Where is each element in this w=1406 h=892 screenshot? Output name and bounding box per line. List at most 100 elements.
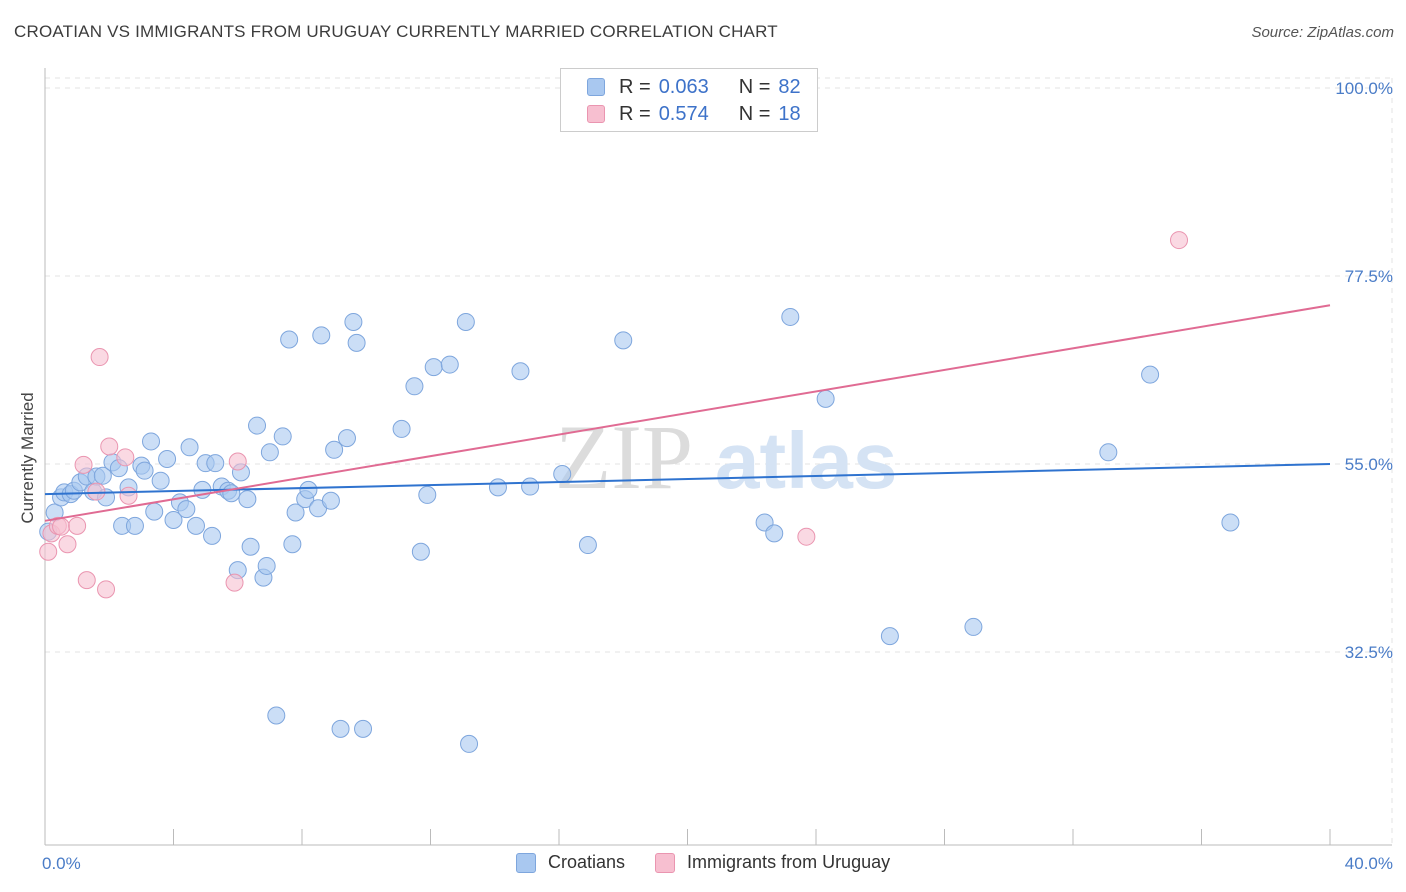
legend-item-croatians[interactable]: Croatians: [516, 852, 625, 873]
legend-r-label: R =: [619, 102, 651, 125]
uruguay-point: [39, 542, 58, 561]
x-tick-label: 0.0%: [42, 854, 81, 873]
uruguay-point: [116, 448, 135, 467]
croatians-point: [280, 330, 299, 349]
y-tick-label: 55.0%: [1345, 455, 1393, 474]
croatians-point: [488, 478, 507, 497]
legend-row-uruguay: R = 0.574 N = 18: [587, 102, 801, 126]
croatians-point: [1141, 365, 1160, 384]
croatians-trend-line: [44, 463, 1331, 496]
uruguay-point: [68, 516, 87, 535]
croatians-point: [93, 466, 112, 485]
chart-title: CROATIAN VS IMMIGRANTS FROM URUGUAY CURR…: [14, 22, 778, 41]
croatians-point: [203, 526, 222, 545]
uruguay-point: [1170, 231, 1189, 250]
uruguay-point: [225, 573, 244, 592]
croatians-point: [614, 331, 633, 350]
croatians-point: [142, 432, 161, 451]
croatians-point: [511, 362, 530, 381]
source-label: Source: ZipAtlas.com: [1251, 24, 1394, 41]
croatians-point: [241, 537, 260, 556]
watermark: ZIP atlas: [555, 406, 897, 508]
croatians-point: [222, 484, 241, 503]
uruguay-points: [39, 231, 1189, 599]
croatians-point: [354, 719, 373, 738]
trend-lines: [44, 304, 1331, 522]
croatians-point: [164, 510, 183, 529]
croatians-point: [405, 377, 424, 396]
croatians-point: [286, 503, 305, 522]
croatians-point: [125, 516, 144, 535]
croatians-point: [781, 307, 800, 326]
axes: [44, 68, 1392, 846]
legend-n-label: N =: [738, 75, 771, 98]
legend-n-value-croatians: 82: [778, 75, 801, 98]
croatians-point: [1099, 443, 1118, 462]
uruguay-point: [74, 455, 93, 474]
croatians-point: [257, 556, 276, 575]
legend-r-label: R =: [619, 75, 651, 98]
y-tick-label: 100.0%: [1335, 79, 1393, 98]
croatians-point: [460, 734, 479, 753]
croatians-point: [145, 502, 164, 521]
croatians-point: [765, 524, 784, 543]
legend-n-value-uruguay: 18: [778, 102, 801, 125]
croatians-point: [440, 355, 459, 374]
legend-row-croatians: R = 0.063 N = 82: [587, 75, 801, 99]
croatians-point: [283, 535, 302, 554]
stats-legend: R = 0.063 N = 82 R = 0.574 N = 18: [560, 68, 818, 132]
croatians-point: [135, 461, 154, 480]
croatians-point: [521, 477, 540, 496]
croatians-point: [964, 617, 983, 636]
croatians-point: [344, 312, 363, 331]
croatians-point: [456, 312, 475, 331]
croatians-point: [273, 427, 292, 446]
croatians-point: [337, 429, 356, 448]
legend-r-value-croatians: 0.063: [658, 75, 709, 98]
croatians-point: [206, 454, 225, 473]
y-tick-label: 77.5%: [1345, 267, 1393, 286]
croatians-point: [260, 443, 279, 462]
croatians-point: [816, 389, 835, 408]
uruguay-swatch: [587, 105, 605, 123]
legend-n-label: N =: [738, 102, 771, 125]
y-tick-label: 32.5%: [1345, 643, 1393, 662]
croatians-point: [424, 358, 443, 377]
series-legend: Croatians Immigrants from Uruguay: [516, 852, 920, 873]
croatians-point: [312, 326, 331, 345]
croatians-point: [151, 471, 170, 490]
croatians-point: [1221, 513, 1240, 532]
croatians-point: [158, 449, 177, 468]
legend-item-uruguay[interactable]: Immigrants from Uruguay: [655, 852, 890, 873]
x-tick-label: 40.0%: [1345, 854, 1393, 873]
croatians-point: [299, 480, 318, 499]
uruguay-point: [58, 535, 77, 554]
croatians-point: [411, 542, 430, 561]
watermark-atlas: atlas: [715, 416, 897, 505]
uruguay-point: [97, 580, 116, 599]
uruguay-point: [90, 348, 109, 367]
uruguay-point: [119, 486, 138, 505]
uruguay-point: [77, 571, 96, 590]
uruguay-trend-line: [44, 304, 1331, 522]
uruguay-point: [52, 517, 71, 536]
croatians-point: [578, 536, 597, 555]
croatians-point: [177, 500, 196, 519]
legend-label-uruguay: Immigrants from Uruguay: [687, 852, 891, 872]
tick-labels: 100.0% 77.5% 55.0% 32.5% 0.0% 40.0%: [42, 79, 1393, 873]
croatians-point: [238, 490, 257, 509]
croatians-point: [267, 706, 286, 725]
legend-r-value-uruguay: 0.574: [658, 102, 709, 125]
croatians-point: [321, 491, 340, 510]
uruguay-point: [228, 452, 247, 471]
croatians-point: [347, 333, 366, 352]
croatians-swatch: [587, 78, 605, 96]
croatians-point: [180, 438, 199, 457]
legend-label-croatians: Croatians: [548, 852, 626, 872]
uruguay-point: [100, 437, 119, 456]
uruguay-point: [87, 482, 106, 501]
croatians-point: [392, 419, 411, 438]
croatians-point: [418, 485, 437, 504]
croatians-legend-swatch: [516, 852, 536, 873]
